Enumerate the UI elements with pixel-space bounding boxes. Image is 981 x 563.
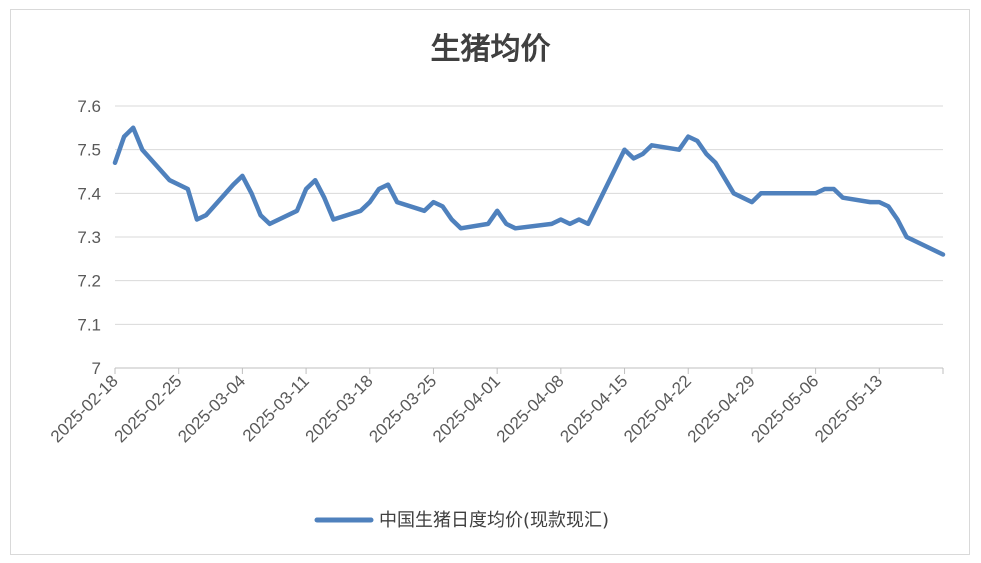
series-layer	[112, 125, 946, 257]
chart-frame	[10, 9, 970, 555]
y-tick-label: 7.5	[77, 141, 101, 160]
x-tick-label: 2025-04-15	[556, 371, 631, 446]
x-tick-label: 2025-03-04	[174, 371, 249, 446]
y-tick-label: 7	[92, 359, 101, 378]
y-tick-label: 7.3	[77, 228, 101, 247]
x-tick-label: 2025-05-06	[748, 371, 823, 446]
x-axis-ticks: 2025-02-182025-02-252025-03-042025-03-11…	[47, 371, 886, 446]
y-tick-label: 7.4	[77, 184, 101, 203]
y-tick-label: 7.2	[77, 272, 101, 291]
x-tick-label: 2025-03-18	[302, 371, 377, 446]
x-tick-label: 2025-04-22	[620, 371, 695, 446]
y-tick-label: 7.6	[77, 97, 101, 116]
x-tick-label: 2025-03-25	[365, 371, 440, 446]
x-tick-label: 2025-04-08	[493, 371, 568, 446]
x-tick-label: 2025-05-13	[811, 371, 886, 446]
axes	[114, 367, 944, 374]
x-tick-label: 2025-04-29	[684, 371, 759, 446]
x-tick-label: 2025-04-01	[429, 371, 504, 446]
x-tick-label: 2025-02-18	[47, 371, 122, 446]
x-tick-label: 2025-02-25	[111, 371, 186, 446]
y-tick-label: 7.1	[77, 315, 101, 334]
legend-label: 中国生猪日度均价(现款现汇)	[379, 510, 609, 531]
chart-title: 生猪均价	[430, 32, 551, 67]
legend: 中国生猪日度均价(现款现汇)	[314, 510, 609, 531]
y-axis-ticks: 7 7.1 7.2 7.3 7.4 7.5 7.6	[77, 97, 101, 378]
series-line	[112, 125, 946, 257]
gridlines	[115, 105, 943, 325]
